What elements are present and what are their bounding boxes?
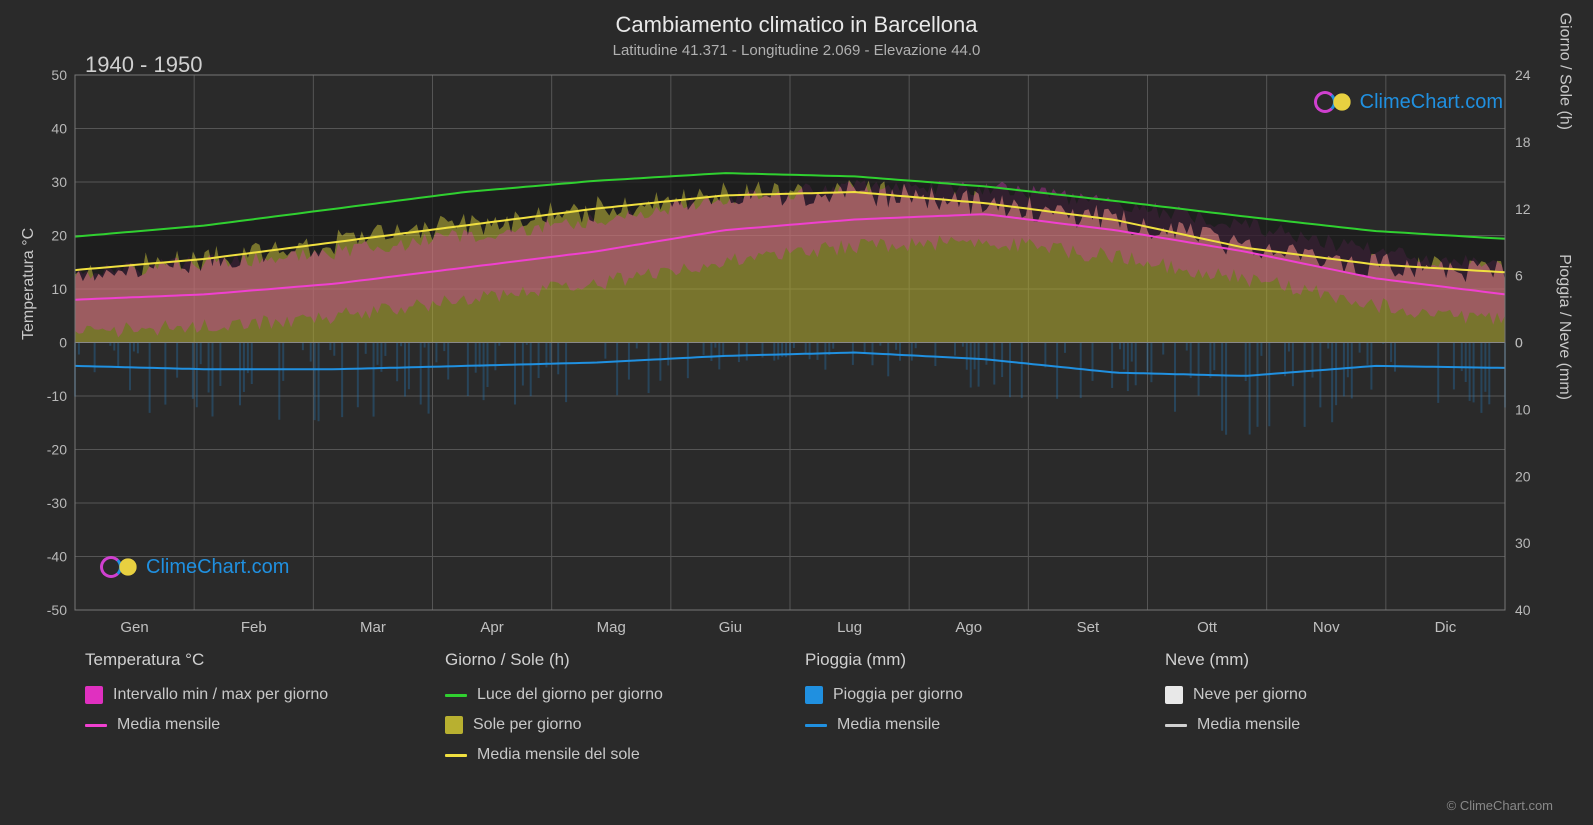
legend-item: Media mensile del sole [445, 746, 785, 764]
chart-title: Cambiamento climatico in Barcellona [0, 0, 1593, 38]
svg-text:0: 0 [1515, 335, 1523, 351]
legend-group: Temperatura °C Intervallo min / max per g… [85, 650, 425, 764]
svg-text:Ott: Ott [1197, 619, 1218, 636]
legend-item: Intervallo min / max per giorno [85, 686, 425, 704]
svg-text:40: 40 [1515, 602, 1531, 618]
svg-text:30: 30 [51, 174, 67, 190]
legend-swatch [445, 716, 463, 734]
svg-text:0: 0 [59, 335, 67, 351]
legend-group: Neve (mm) Neve per giorno Media mensile [1165, 650, 1505, 764]
svg-text:Feb: Feb [241, 619, 267, 636]
legend-label: Sole per giorno [473, 716, 582, 734]
legend-label: Media mensile [837, 716, 940, 734]
legend-swatch [805, 686, 823, 704]
legend-label: Luce del giorno per giorno [477, 686, 663, 704]
legend-header: Giorno / Sole (h) [445, 650, 785, 670]
legend-item: Media mensile [85, 716, 425, 734]
svg-text:20: 20 [51, 228, 67, 244]
logo-sun-icon [116, 555, 140, 579]
legend-swatch [445, 754, 467, 757]
svg-text:Nov: Nov [1313, 619, 1340, 636]
brand-text: ClimeChart.com [1360, 91, 1503, 114]
right-axis-top-label: Giorno / Sole (h) [1555, 13, 1573, 130]
svg-text:Set: Set [1077, 619, 1100, 636]
left-axis-label: Temperatura °C [20, 228, 38, 340]
chart-area: -50-40-30-20-100102030405006121824010203… [75, 75, 1505, 610]
legend-label: Neve per giorno [1193, 686, 1307, 704]
svg-text:Apr: Apr [480, 619, 503, 636]
svg-text:Gen: Gen [120, 619, 148, 636]
svg-text:18: 18 [1515, 134, 1531, 150]
svg-text:50: 50 [51, 67, 67, 83]
legend-label: Media mensile del sole [477, 746, 640, 764]
legend-item: Sole per giorno [445, 716, 785, 734]
svg-text:40: 40 [51, 121, 67, 137]
legend-label: Media mensile [117, 716, 220, 734]
svg-text:-20: -20 [47, 442, 67, 458]
right-axis-bot-label: Pioggia / Neve (mm) [1555, 254, 1573, 400]
legend-item: Pioggia per giorno [805, 686, 1145, 704]
legend-label: Intervallo min / max per giorno [113, 686, 328, 704]
svg-text:-40: -40 [47, 549, 67, 565]
svg-text:6: 6 [1515, 268, 1523, 284]
logo-sun-icon [1330, 90, 1354, 114]
legend: Temperatura °C Intervallo min / max per g… [85, 650, 1505, 764]
svg-text:Mag: Mag [597, 619, 626, 636]
legend-swatch [1165, 686, 1183, 704]
legend-label: Pioggia per giorno [833, 686, 963, 704]
brand-logo-top: ClimeChart.com [1314, 90, 1503, 114]
legend-swatch [805, 724, 827, 727]
svg-text:10: 10 [51, 281, 67, 297]
svg-text:Mar: Mar [360, 619, 386, 636]
svg-text:Dic: Dic [1435, 619, 1457, 636]
copyright: © ClimeChart.com [1447, 798, 1553, 813]
legend-item: Neve per giorno [1165, 686, 1505, 704]
legend-swatch [445, 694, 467, 697]
brand-text: ClimeChart.com [146, 556, 289, 579]
chart-svg: -50-40-30-20-100102030405006121824010203… [75, 75, 1505, 610]
svg-text:Giu: Giu [719, 619, 742, 636]
svg-text:12: 12 [1515, 201, 1531, 217]
legend-header: Temperatura °C [85, 650, 425, 670]
svg-text:-30: -30 [47, 495, 67, 511]
legend-item: Luce del giorno per giorno [445, 686, 785, 704]
svg-text:Lug: Lug [837, 619, 862, 636]
svg-text:-50: -50 [47, 602, 67, 618]
brand-logo-bottom: ClimeChart.com [100, 555, 289, 579]
legend-header: Neve (mm) [1165, 650, 1505, 670]
legend-item: Media mensile [1165, 716, 1505, 734]
legend-group: Giorno / Sole (h) Luce del giorno per gio… [445, 650, 785, 764]
chart-subtitle: Latitudine 41.371 - Longitudine 2.069 - … [0, 38, 1593, 59]
legend-group: Pioggia (mm) Pioggia per giorno Media mens… [805, 650, 1145, 764]
legend-header: Pioggia (mm) [805, 650, 1145, 670]
svg-text:24: 24 [1515, 67, 1531, 83]
svg-text:20: 20 [1515, 468, 1531, 484]
legend-item: Media mensile [805, 716, 1145, 734]
legend-label: Media mensile [1197, 716, 1300, 734]
svg-text:-10: -10 [47, 388, 67, 404]
legend-swatch [85, 686, 103, 704]
svg-text:Ago: Ago [955, 619, 982, 636]
legend-swatch [85, 724, 107, 727]
legend-swatch [1165, 724, 1187, 727]
svg-text:30: 30 [1515, 535, 1531, 551]
svg-text:10: 10 [1515, 401, 1531, 417]
